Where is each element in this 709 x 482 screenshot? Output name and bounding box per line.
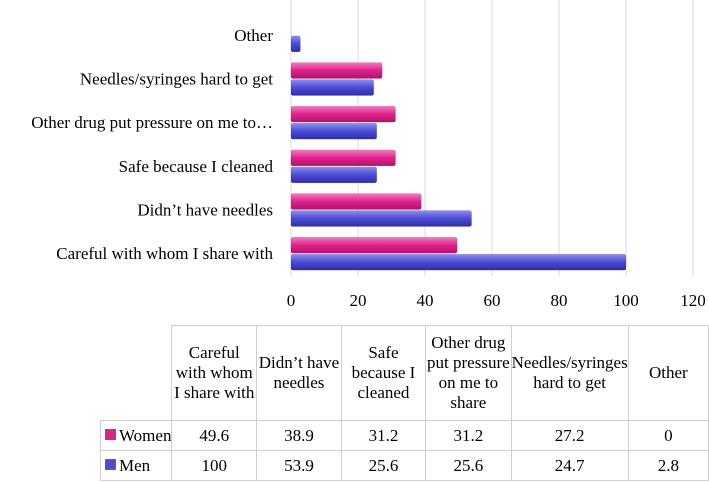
bar-men	[290, 35, 301, 53]
bar-chart: 0 20 40 60 80 100 120 Careful with whom I share…	[31, 0, 706, 310]
table-row: Men 100 53.9 25.6 25.6 24.7 2.8	[99, 450, 709, 481]
series-legend-women: Women	[99, 420, 173, 451]
table-cell: 0	[627, 420, 709, 451]
category-label: Other	[234, 26, 273, 45]
column-header: Other	[627, 325, 709, 421]
bar-women	[290, 193, 422, 210]
bar-men	[290, 210, 472, 227]
column-header: Didn’t have needles	[256, 325, 342, 421]
category-label: Needles/syringes hard to get	[80, 70, 273, 89]
table-cell: 25.6	[340, 450, 427, 481]
table-cell: 53.9	[256, 450, 342, 481]
column-header: Careful with whom I share with	[171, 325, 258, 421]
women-legend-swatch	[105, 428, 116, 440]
x-tick-label: 0	[287, 291, 296, 310]
bar-women	[290, 236, 458, 254]
bar-men	[290, 253, 627, 271]
bar-women	[290, 62, 383, 79]
table-cell: 25.6	[425, 450, 512, 481]
table-cell: 100	[171, 450, 258, 481]
series-name: Men	[119, 455, 151, 475]
table-cell: 38.9	[256, 420, 342, 451]
column-header: Safe because I cleaned	[340, 325, 427, 421]
x-tick-label: 120	[680, 291, 706, 310]
data-table: Careful with whom I share with Didn’t ha…	[99, 325, 709, 481]
x-tick-label: 100	[613, 291, 639, 310]
table-cell: 31.2	[425, 420, 512, 451]
men-legend-swatch	[105, 458, 116, 470]
x-tick-label: 20	[350, 291, 367, 310]
bar-men	[290, 122, 378, 140]
bar-men	[290, 166, 378, 184]
table-cell: 24.7	[510, 450, 629, 481]
column-header: Needles/syringes hard to get	[510, 325, 629, 421]
table-cell: 27.2	[510, 420, 629, 451]
column-header: Other drug put pressure on me to share	[425, 325, 512, 421]
bar-women	[290, 105, 396, 123]
category-label: Didn’t have needles	[137, 201, 273, 220]
bar-men	[290, 79, 374, 96]
x-tick-label: 80	[551, 291, 568, 310]
table-row: Women 49.6 38.9 31.2 31.2 27.2 0	[99, 420, 709, 451]
category-label: Safe because I cleaned	[119, 157, 274, 176]
bar-women	[290, 149, 396, 167]
x-tick-label: 60	[484, 291, 501, 310]
table-cell: 31.2	[340, 420, 427, 451]
table-cell: 2.8	[627, 450, 709, 481]
category-label: Other drug put pressure on me to…	[31, 113, 273, 132]
series-name: Women	[119, 425, 172, 445]
x-tick-label: 40	[417, 291, 434, 310]
category-label: Careful with whom I share with	[56, 244, 273, 263]
table-header-row: Careful with whom I share with Didn’t ha…	[100, 325, 709, 421]
table-cell: 49.6	[171, 420, 258, 451]
series-legend-men: Men	[99, 450, 173, 481]
